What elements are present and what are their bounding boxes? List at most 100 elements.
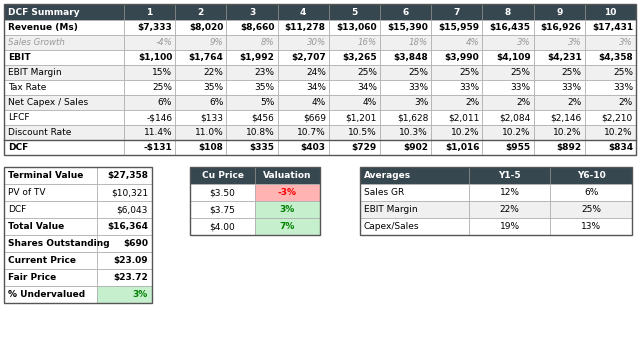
Text: 3%: 3% [568,38,582,47]
Text: $15,959: $15,959 [438,23,479,32]
Bar [4,286,97,303]
Bar [124,50,175,65]
Bar [380,125,431,140]
Bar [329,20,380,35]
Bar [227,50,278,65]
Bar [534,95,585,110]
Bar [175,110,227,125]
Text: $8,660: $8,660 [240,23,275,32]
Text: 10: 10 [604,8,616,17]
Bar [329,125,380,140]
Bar [380,80,431,95]
Text: $2,011: $2,011 [448,113,479,122]
Bar [380,140,431,155]
Bar [4,252,97,269]
Text: 25%: 25% [562,68,582,77]
Bar [4,4,124,20]
Text: 25%: 25% [460,68,479,77]
Text: -4%: -4% [156,38,172,47]
Text: Capex/Sales: Capex/Sales [364,222,419,231]
Bar [534,35,585,50]
Bar [550,218,632,235]
Bar [97,167,152,184]
Text: Terminal Value: Terminal Value [8,171,83,180]
Text: 22%: 22% [204,68,223,77]
Bar [124,110,175,125]
Text: 22%: 22% [500,205,520,214]
Bar [255,201,320,218]
Bar [431,80,483,95]
Text: $10,321: $10,321 [111,188,148,197]
Bar [4,95,124,110]
Text: 2%: 2% [619,98,633,107]
Text: 33%: 33% [460,83,479,92]
Bar [550,201,632,218]
Bar [329,35,380,50]
Bar [4,20,124,35]
Bar [124,65,175,80]
Bar [4,65,124,80]
Text: $3.75: $3.75 [209,205,236,214]
Text: 5%: 5% [260,98,275,107]
Bar [585,35,636,50]
Text: 9: 9 [556,8,563,17]
Bar [175,4,227,20]
Bar [431,35,483,50]
Text: DCF: DCF [8,205,26,214]
Text: Shares Outstanding: Shares Outstanding [8,239,109,248]
Bar [431,50,483,65]
Bar [468,201,550,218]
Text: Revenue (Ms): Revenue (Ms) [8,23,78,32]
Bar [534,65,585,80]
Text: 6%: 6% [158,98,172,107]
Text: 4%: 4% [466,38,479,47]
Bar [227,35,278,50]
Text: $1,201: $1,201 [346,113,377,122]
Text: $690: $690 [123,239,148,248]
Text: $955: $955 [506,143,531,152]
Text: $2,084: $2,084 [499,113,531,122]
Bar [97,184,152,201]
Text: 10.7%: 10.7% [297,128,326,137]
Bar [550,184,632,201]
Bar [380,110,431,125]
Bar [431,95,483,110]
Text: $4.00: $4.00 [210,222,236,231]
Bar [360,184,468,201]
Text: -3%: -3% [278,188,297,197]
Text: 25%: 25% [152,83,172,92]
Bar [175,50,227,65]
Bar [4,167,97,184]
Text: $23.72: $23.72 [113,273,148,282]
Text: 10.2%: 10.2% [553,128,582,137]
Bar [4,35,124,50]
Text: $3,848: $3,848 [394,53,428,62]
Text: 35%: 35% [204,83,223,92]
Text: 8: 8 [505,8,511,17]
Text: 33%: 33% [562,83,582,92]
Text: Current Price: Current Price [8,256,76,265]
Bar [4,80,124,95]
Text: $902: $902 [403,143,428,152]
Bar [483,140,534,155]
Text: $403: $403 [301,143,326,152]
Bar [585,80,636,95]
Text: 11.0%: 11.0% [195,128,223,137]
Bar [534,125,585,140]
Bar [431,4,483,20]
Bar [255,218,320,235]
Text: DCF: DCF [8,143,28,152]
Text: Net Capex / Sales: Net Capex / Sales [8,98,88,107]
Text: 25%: 25% [357,68,377,77]
Bar [468,167,550,184]
Text: $4,231: $4,231 [547,53,582,62]
Bar [175,35,227,50]
Bar [380,35,431,50]
Text: Fair Price: Fair Price [8,273,56,282]
Bar [360,218,468,235]
Bar [431,125,483,140]
Bar [534,4,585,20]
Text: $16,435: $16,435 [490,23,531,32]
Bar [534,50,585,65]
Bar [190,167,255,184]
